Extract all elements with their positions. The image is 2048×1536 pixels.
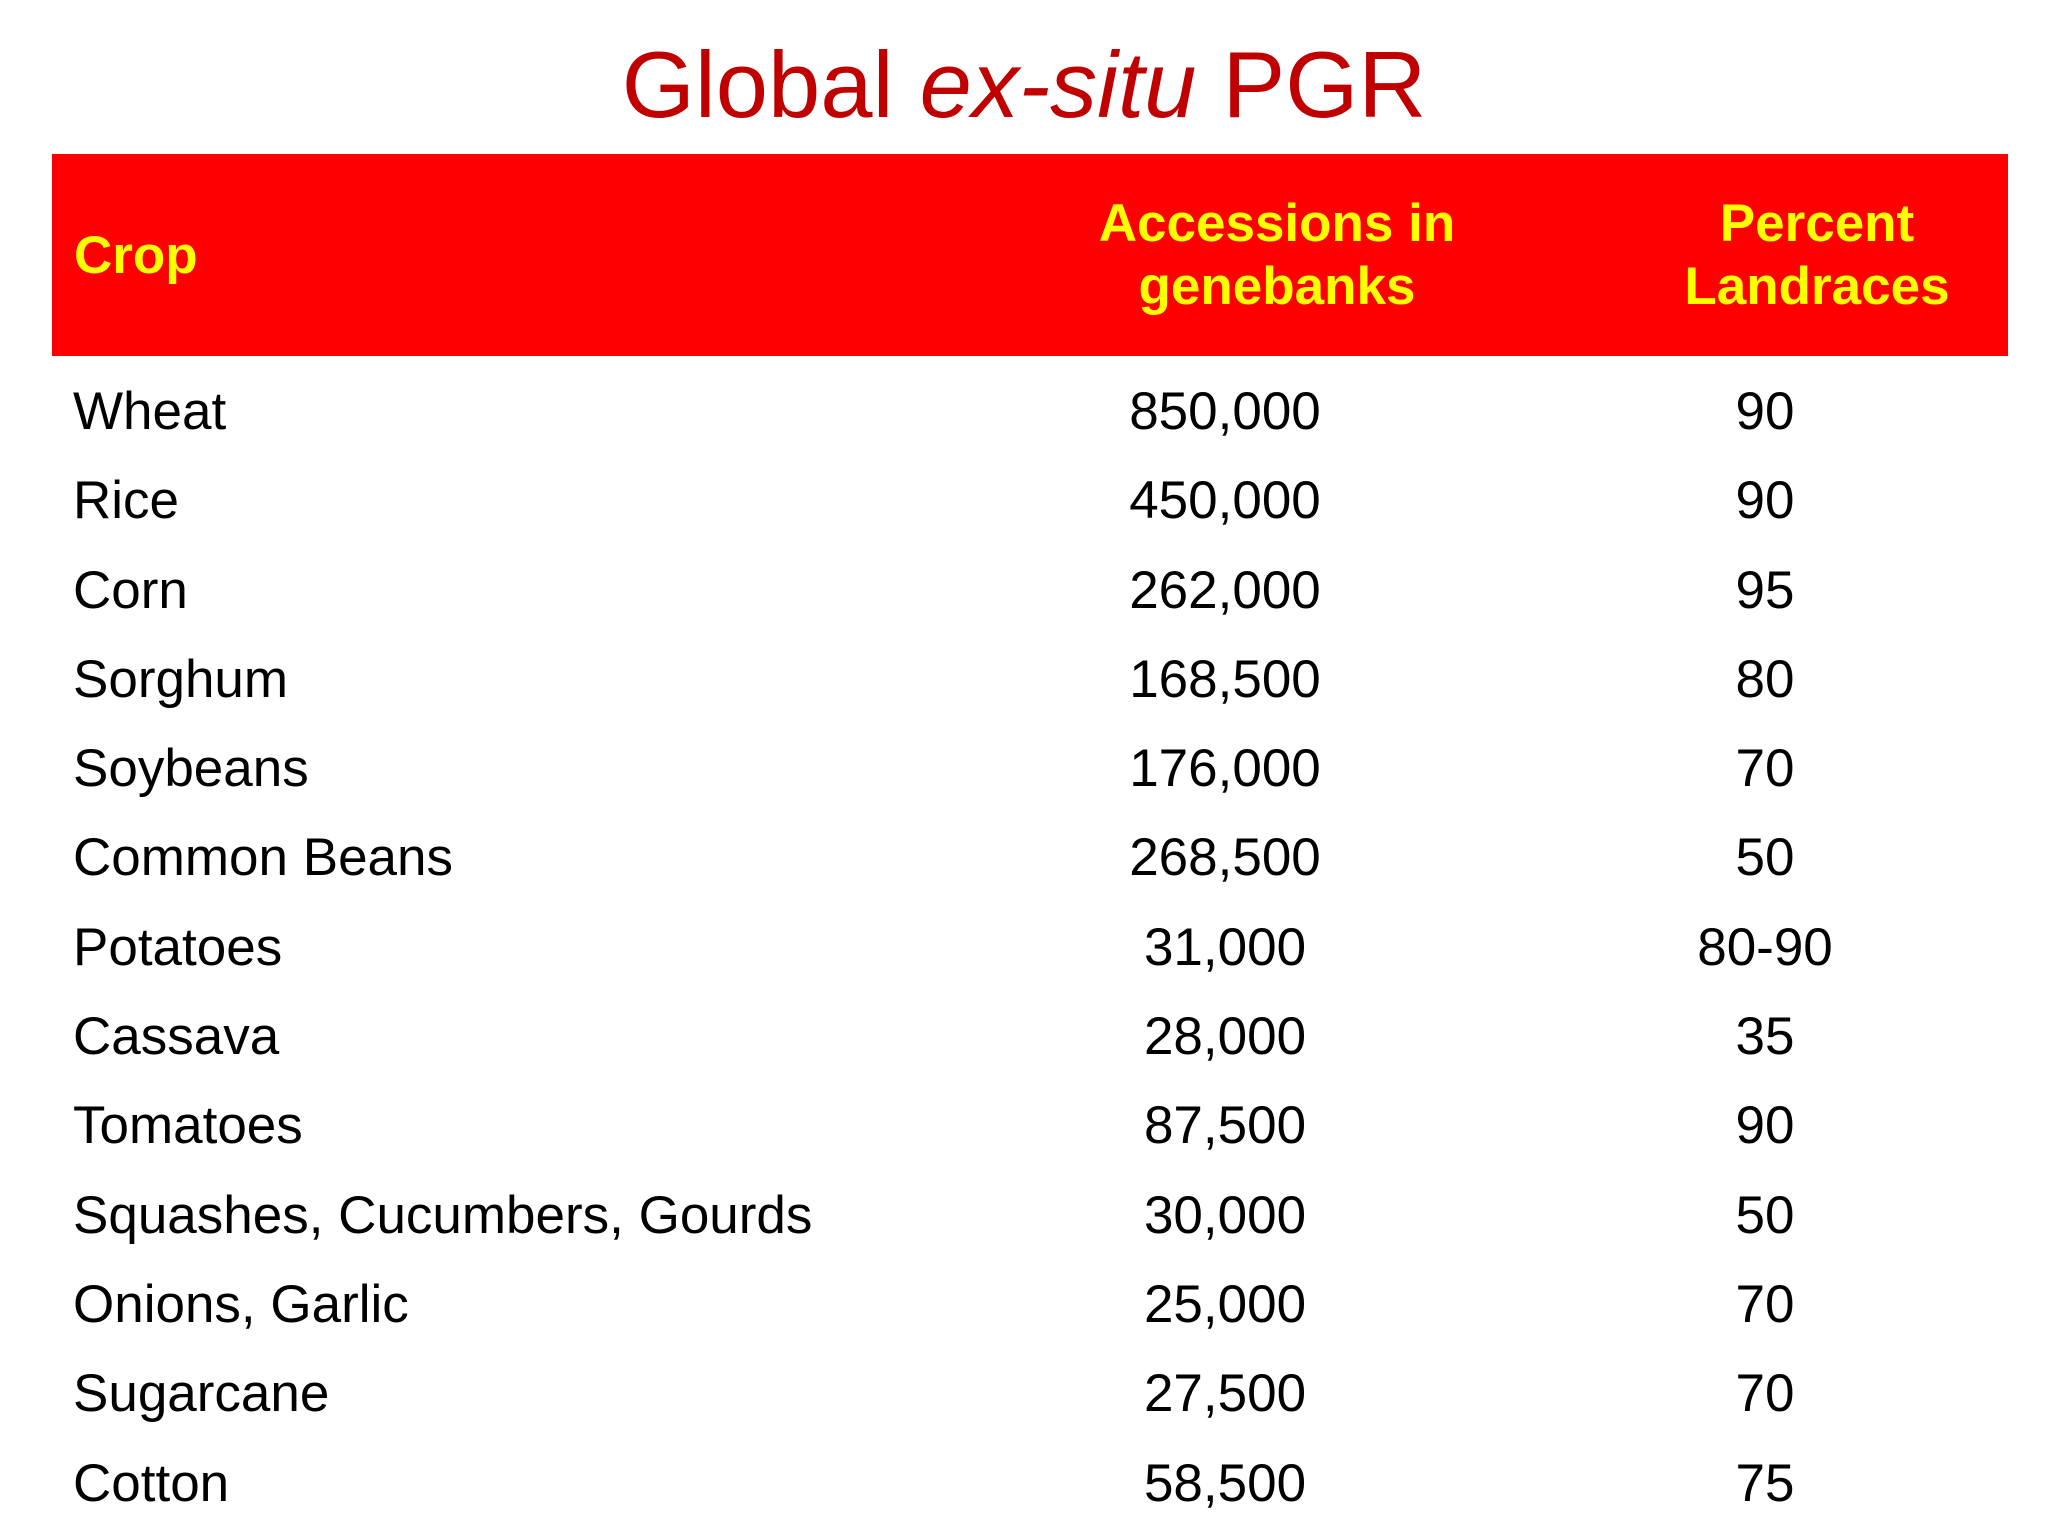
- table-row: Cassava 28,000 35: [0, 992, 2048, 1081]
- cell-percent: 70: [1735, 739, 1795, 799]
- cell-crop: Cotton: [73, 1453, 230, 1513]
- cell-crop: Tomatoes: [73, 1096, 303, 1156]
- table-row: Common Beans 268,500 50: [0, 813, 2048, 902]
- cell-percent: 90: [1735, 471, 1795, 531]
- table-row: Wheat 850,000 90: [0, 367, 2048, 456]
- title-suffix: PGR: [1196, 32, 1427, 137]
- cell-crop: Cassava: [73, 1007, 280, 1067]
- cell-crop: Sugarcane: [73, 1364, 330, 1424]
- cell-crop: Squashes, Cucumbers, Gourds: [73, 1185, 813, 1245]
- table-body: Wheat 850,000 90 Rice 450,000 90 Corn 26…: [0, 367, 2048, 1528]
- cell-accessions: 28,000: [1143, 1007, 1307, 1067]
- table-row: Sugarcane 27,500 70: [0, 1349, 2048, 1438]
- cell-percent: 50: [1735, 1185, 1795, 1245]
- cell-accessions: 87,500: [1143, 1096, 1307, 1156]
- cell-percent: 80-90: [1697, 917, 1833, 977]
- page-title: Global ex-situ PGR: [0, 30, 2048, 140]
- column-header-percent-line1: Percent: [1719, 194, 1915, 253]
- cell-percent: 35: [1735, 1007, 1795, 1067]
- cell-crop: Onions, Garlic: [73, 1274, 409, 1334]
- cell-crop: Common Beans: [73, 828, 454, 888]
- table-row: Squashes, Cucumbers, Gourds 30,000 50: [0, 1171, 2048, 1260]
- cell-percent: 75: [1735, 1453, 1795, 1513]
- table-row: Rice 450,000 90: [0, 456, 2048, 545]
- cell-crop: Corn: [73, 560, 188, 620]
- cell-accessions: 25,000: [1143, 1274, 1307, 1334]
- cell-percent: 90: [1735, 1096, 1795, 1156]
- cell-accessions: 30,000: [1143, 1185, 1307, 1245]
- cell-percent: 50: [1735, 828, 1795, 888]
- cell-percent: 70: [1735, 1364, 1795, 1424]
- table-row: Corn 262,000 95: [0, 546, 2048, 635]
- column-header-accessions: Accessions in genebanks: [1052, 154, 1502, 356]
- column-header-accessions-line1: Accessions in: [1098, 194, 1456, 253]
- cell-crop: Wheat: [73, 382, 227, 441]
- cell-accessions: 31,000: [1143, 917, 1307, 977]
- cell-percent: 90: [1735, 382, 1795, 441]
- column-header-accessions-line2: genebanks: [1138, 257, 1416, 316]
- cell-crop: Sorghum: [73, 649, 289, 709]
- cell-accessions: 176,000: [1129, 739, 1321, 799]
- column-header-crop: Crop: [74, 154, 874, 356]
- cell-percent: 80: [1735, 649, 1795, 709]
- table-row: Potatoes 31,000 80-90: [0, 903, 2048, 992]
- column-header-percent: Percent Landraces: [1592, 154, 2042, 356]
- table-row: Onions, Garlic 25,000 70: [0, 1260, 2048, 1349]
- cell-accessions: 262,000: [1129, 560, 1321, 620]
- cell-crop: Potatoes: [73, 917, 283, 977]
- title-italic: ex-situ: [919, 32, 1197, 137]
- cell-crop: Soybeans: [73, 739, 309, 799]
- cell-percent: 70: [1735, 1274, 1795, 1334]
- cell-crop: Rice: [73, 471, 180, 531]
- table-row: Sorghum 168,500 80: [0, 635, 2048, 724]
- cell-accessions: 168,500: [1129, 649, 1321, 709]
- cell-accessions: 850,000: [1129, 382, 1321, 441]
- cell-accessions: 58,500: [1143, 1453, 1307, 1513]
- title-prefix: Global: [621, 32, 920, 137]
- table-row: Tomatoes 87,500 90: [0, 1081, 2048, 1170]
- column-header-percent-line2: Landraces: [1684, 257, 1950, 316]
- cell-accessions: 450,000: [1129, 471, 1321, 531]
- cell-accessions: 27,500: [1143, 1364, 1307, 1424]
- table-header: Crop Accessions in genebanks Percent Lan…: [52, 154, 2008, 356]
- cell-percent: 95: [1735, 560, 1795, 620]
- column-header-crop-label: Crop: [74, 225, 198, 285]
- cell-accessions: 268,500: [1129, 828, 1321, 888]
- table-row: Cotton 58,500 75: [0, 1439, 2048, 1528]
- table-row: Soybeans 176,000 70: [0, 724, 2048, 813]
